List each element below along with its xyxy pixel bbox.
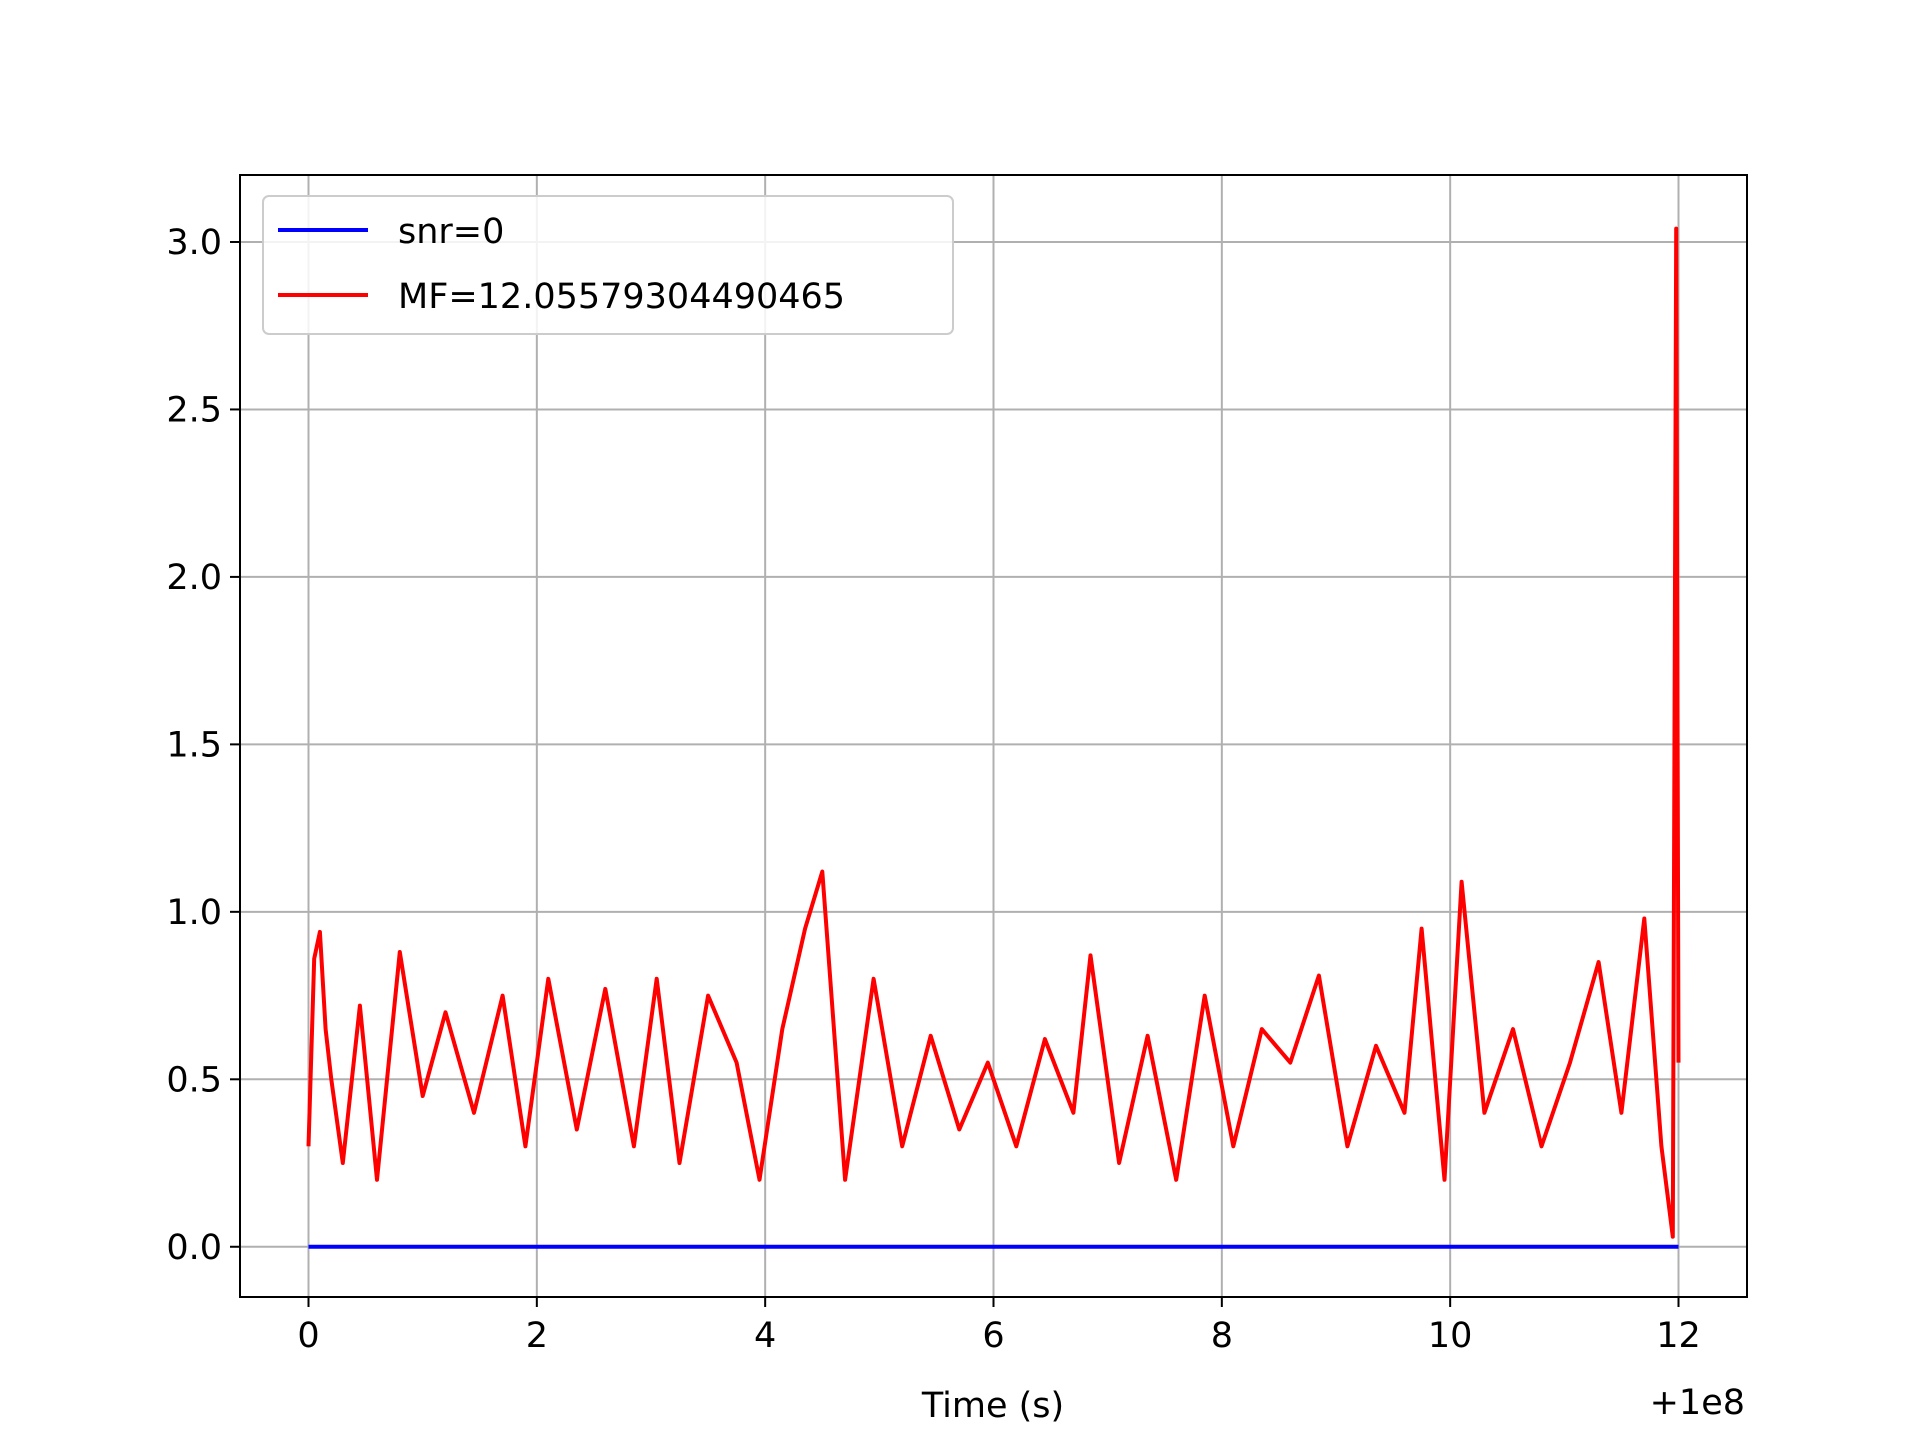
x-tick-label: 10 bbox=[1428, 1316, 1473, 1356]
series-line-mf bbox=[306, 226, 1681, 1239]
y-tick-label: 1.0 bbox=[166, 893, 222, 933]
legend: snr=0 MF=12.05579304490465 bbox=[262, 195, 954, 335]
x-tick-label: 4 bbox=[754, 1316, 776, 1356]
legend-label-mf: MF=12.05579304490465 bbox=[398, 277, 845, 317]
x-tick-label: 8 bbox=[1211, 1316, 1233, 1356]
legend-label-snr: snr=0 bbox=[398, 212, 504, 252]
legend-box bbox=[262, 195, 954, 335]
x-axis-label: Time (s) bbox=[921, 1386, 1064, 1426]
x-axis-offset-label: +1e8 bbox=[1650, 1383, 1745, 1423]
x-tick-label: 0 bbox=[297, 1316, 319, 1356]
x-tick-label: 2 bbox=[526, 1316, 548, 1356]
y-tick-label: 3.0 bbox=[166, 223, 222, 263]
y-axis-ticks: 0.0 0.5 1.0 1.5 2.0 2.5 3.0 bbox=[166, 223, 240, 1268]
y-tick-label: 0.0 bbox=[166, 1228, 222, 1268]
y-tick-label: 0.5 bbox=[166, 1060, 222, 1100]
x-tick-label: 6 bbox=[982, 1316, 1004, 1356]
y-tick-label: 2.0 bbox=[166, 558, 222, 598]
x-tick-label: 12 bbox=[1656, 1316, 1701, 1356]
y-tick-label: 1.5 bbox=[166, 725, 222, 765]
x-axis-ticks: 0 2 4 6 8 10 12 bbox=[297, 1297, 1701, 1356]
plot-series bbox=[306, 226, 1681, 1249]
y-tick-label: 2.5 bbox=[166, 390, 222, 430]
